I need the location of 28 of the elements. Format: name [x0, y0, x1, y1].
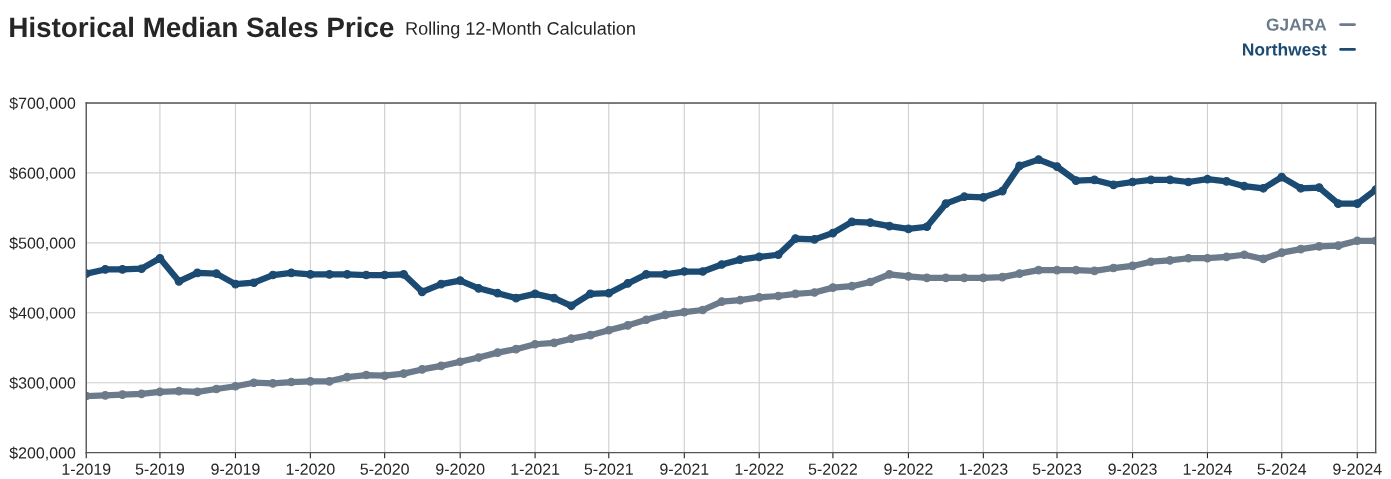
y-tick-label: $200,000	[9, 446, 76, 461]
y-tick-label: $600,000	[9, 166, 76, 181]
chart-title: Historical Median Sales Price	[10, 16, 394, 38]
x-tick-label: 9-2021	[660, 463, 709, 475]
legend-label: Northwest	[1243, 42, 1327, 56]
y-tick-label: $300,000	[9, 376, 76, 391]
x-tick-label: 9-2024	[1333, 463, 1382, 475]
x-tick-label: 1-2021	[511, 463, 560, 475]
x-tick-label: 5-2022	[808, 463, 857, 475]
y-tick-label: $500,000	[9, 236, 76, 251]
x-tick-label: 9-2023	[1108, 463, 1157, 475]
x-tick-label: 1-2020	[286, 463, 335, 475]
y-tick-label: $700,000	[9, 96, 76, 111]
x-tick-label: 5-2021	[584, 463, 633, 475]
x-tick-label: 5-2019	[135, 463, 185, 475]
legend-label: GJARA	[1266, 18, 1327, 31]
x-tick-label: 1-2023	[959, 463, 1008, 475]
x-tick-label: 5-2020	[360, 463, 409, 475]
x-tick-label: 1-2019	[62, 463, 111, 475]
x-tick-label: 9-2022	[884, 463, 933, 475]
y-tick-label: $400,000	[9, 306, 76, 321]
x-tick-label: 9-2020	[436, 463, 485, 475]
x-tick-label: 5-2023	[1032, 463, 1082, 475]
x-tick-label: 9-2019	[211, 463, 260, 475]
x-tick-label: 1-2024	[1183, 463, 1232, 475]
x-tick-label: 1-2022	[735, 463, 784, 475]
x-tick-label: 5-2024	[1257, 463, 1307, 475]
chart-subtitle: Rolling 12-Month Calculation	[406, 21, 635, 39]
